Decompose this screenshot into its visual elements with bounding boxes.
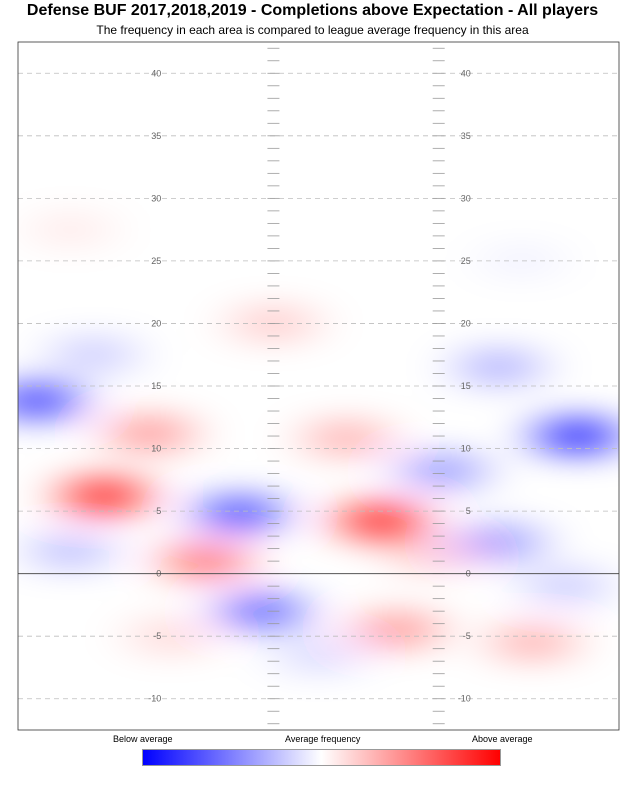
color-scale-bar bbox=[142, 749, 501, 766]
heat-cell-6 bbox=[28, 213, 113, 246]
yard-label-4-0: 10 bbox=[151, 444, 161, 454]
heat-cell-1 bbox=[338, 505, 423, 538]
heat-cell-14 bbox=[220, 595, 305, 628]
chart-subtitle: The frequency in each area is compared t… bbox=[96, 23, 529, 37]
yard-label-6-0: 20 bbox=[151, 318, 161, 328]
heat-cell-10 bbox=[389, 538, 474, 571]
legend-label-low: Below average bbox=[113, 734, 173, 744]
heat-cell-15 bbox=[400, 455, 485, 488]
grid-layer bbox=[18, 72, 619, 700]
yard-label-0-1: -10 bbox=[458, 694, 471, 704]
heat-cell-17 bbox=[28, 535, 113, 568]
heat-cell-13 bbox=[197, 497, 282, 530]
yard-label-10-0: 40 bbox=[151, 68, 161, 78]
yard-label-5-1: 15 bbox=[461, 381, 471, 391]
heat-cell-7 bbox=[355, 613, 440, 646]
heat-cell-11 bbox=[535, 420, 619, 453]
heat-cell-21 bbox=[276, 638, 361, 671]
yard-label-9-1: 35 bbox=[461, 131, 471, 141]
yard-label-6-1: 20 bbox=[461, 318, 471, 328]
yard-label-7-1: 25 bbox=[461, 256, 471, 266]
yard-label-4-1: 10 bbox=[461, 444, 471, 454]
chart-title: Defense BUF 2017,2018,2019 - Completions… bbox=[26, 2, 599, 19]
yard-label-10-1: 40 bbox=[461, 68, 471, 78]
heat-cell-3 bbox=[107, 417, 192, 450]
legend-label-mid: Average frequency bbox=[285, 734, 361, 744]
heat-cell-0 bbox=[62, 480, 147, 513]
heat-cell-18 bbox=[456, 351, 541, 384]
plot-border bbox=[17, 41, 620, 731]
yard-label-0-0: -10 bbox=[148, 694, 161, 704]
yard-label-1-0: -5 bbox=[153, 631, 161, 641]
heat-cell-19 bbox=[50, 338, 135, 371]
yard-label-1-1: -5 bbox=[463, 631, 471, 641]
yard-label-9-0: 35 bbox=[151, 131, 161, 141]
heat-cell-12 bbox=[18, 385, 79, 418]
heat-layer bbox=[18, 213, 619, 671]
heat-cell-8 bbox=[490, 626, 575, 659]
yard-label-8-0: 30 bbox=[151, 193, 161, 203]
hash-marks bbox=[267, 47, 445, 725]
yard-label-7-0: 25 bbox=[151, 256, 161, 266]
yard-label-3-1: 5 bbox=[466, 506, 471, 516]
heat-cell-20 bbox=[524, 570, 609, 603]
heat-cell-2 bbox=[163, 545, 248, 578]
heat-cell-16 bbox=[456, 526, 541, 559]
heat-cell-4 bbox=[304, 422, 389, 455]
yard-label-3-0: 5 bbox=[156, 506, 161, 516]
yard-label-8-1: 30 bbox=[461, 193, 471, 203]
legend-label-high: Above average bbox=[472, 734, 533, 744]
yard-label-5-0: 15 bbox=[151, 381, 161, 391]
heat-cell-22 bbox=[479, 244, 564, 277]
